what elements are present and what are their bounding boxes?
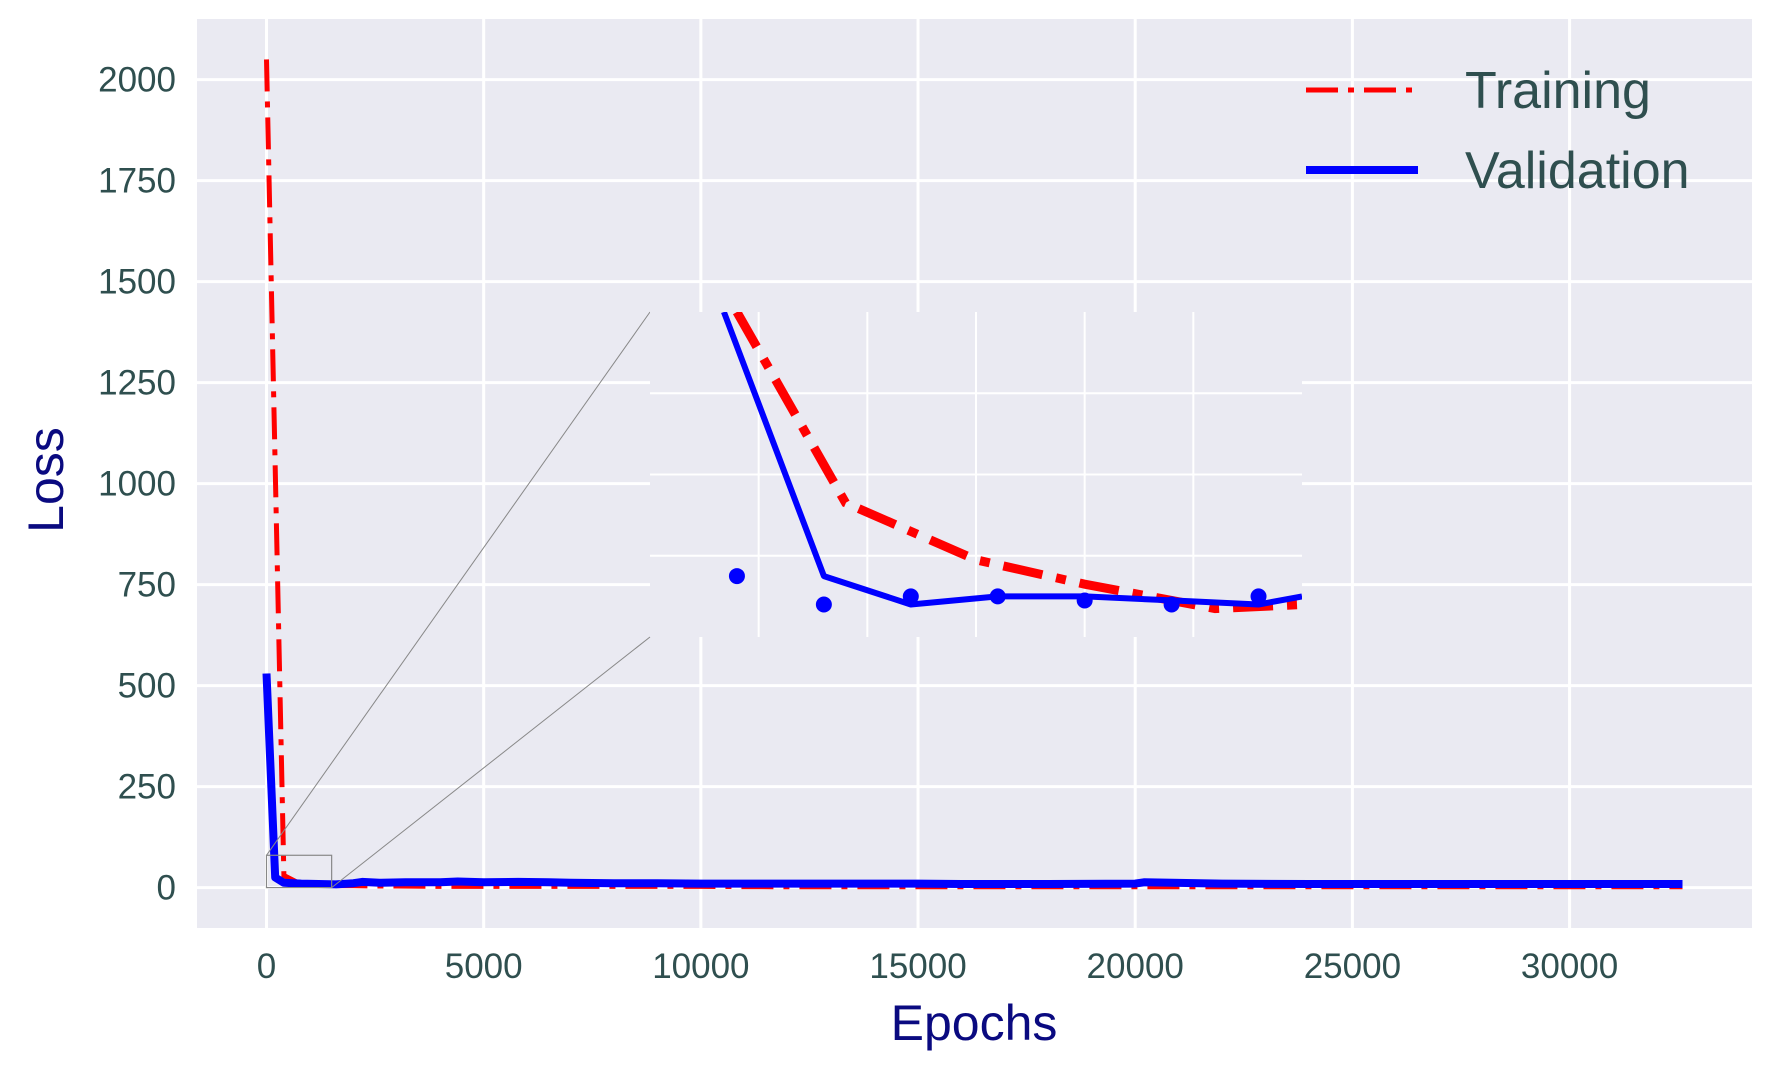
x-tick-label: 20000: [1087, 947, 1184, 986]
inset-plot: [650, 312, 1302, 637]
y-tick-label: 2000: [98, 61, 176, 100]
y-tick-label: 500: [118, 667, 176, 706]
main-series: [262, 59, 1683, 890]
y-tick-label: 1500: [98, 263, 176, 302]
inset-validation-point: [1163, 596, 1180, 613]
x-tick-label: 0: [257, 947, 276, 986]
inset-validation-point: [1250, 588, 1267, 605]
x-tick-label: 30000: [1521, 947, 1618, 986]
inset-validation-point: [989, 588, 1006, 605]
inset-validation-point: [728, 568, 745, 585]
zoom-connector-top: [266, 311, 651, 856]
inset-validation-point: [902, 588, 919, 605]
y-tick-label: 750: [118, 566, 176, 605]
x-tick-label: 25000: [1304, 947, 1401, 986]
series-line-validation: [262, 673, 1683, 889]
zoom-indicator: [265, 311, 651, 889]
y-axis-label: Loss: [18, 427, 74, 533]
zoom-rect: [265, 854, 333, 889]
y-tick-label: 1750: [98, 162, 176, 201]
zoom-connector-bottom: [331, 636, 651, 888]
legend-validation-label: Validation: [1465, 142, 1690, 200]
y-tick-label: 1000: [98, 465, 176, 504]
inset-line-training: [732, 312, 1302, 614]
x-tick-label: 10000: [652, 947, 749, 986]
y-tick-label: 250: [118, 768, 176, 807]
inset-grid: [650, 312, 1302, 637]
y-tick-label: 1250: [98, 364, 176, 403]
x-tick-label: 15000: [869, 947, 966, 986]
inset-line-validation: [721, 312, 1302, 608]
inset-series: [721, 312, 1302, 614]
inset-validation-point: [1076, 592, 1093, 609]
x-tick-labels: 0 5000 10000 15000 20000 25000 30000: [257, 947, 1618, 986]
x-axis-label: Epochs: [891, 995, 1058, 1051]
legend: Training Validation: [1306, 62, 1690, 200]
y-tick-labels: 0 250 500 750 1000 1250 1500 1750 2000: [98, 61, 176, 908]
inset-validation-point: [815, 596, 832, 613]
legend-training-label: Training: [1465, 62, 1651, 120]
x-tick-label: 5000: [445, 947, 523, 986]
y-tick-label: 0: [157, 869, 176, 908]
